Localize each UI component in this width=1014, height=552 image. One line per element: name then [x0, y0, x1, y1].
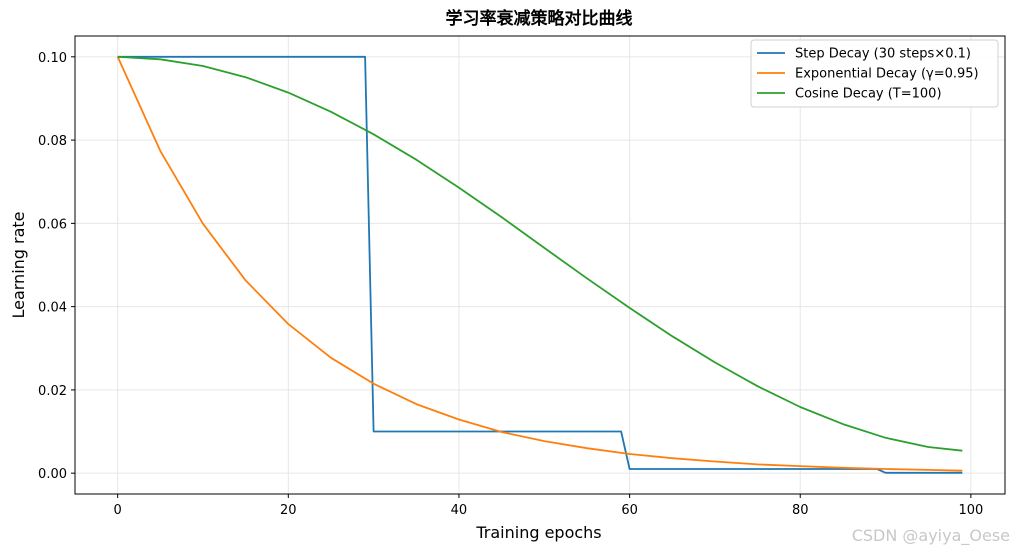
plot-frame	[74, 35, 1006, 495]
x-tick-label: 100	[958, 503, 983, 518]
legend-label: Step Decay (30 steps×0.1)	[795, 47, 971, 62]
x-axis-label: Training epochs	[475, 523, 601, 542]
series-line-1	[117, 55, 963, 474]
watermark: CSDN @ayiya_Oese	[852, 526, 1010, 546]
chart-title: 学习率衰减策略对比曲线	[446, 8, 633, 29]
y-axis: 0.00 0.02 0.04 0.06 0.08 0.10	[38, 51, 75, 482]
series-group	[116, 55, 963, 474]
y-tick-label: 0.08	[38, 134, 67, 149]
x-tick-label: 40	[451, 503, 468, 518]
y-tick-label: 0.06	[38, 217, 67, 232]
legend-label: Exponential Decay (γ=0.95)	[795, 67, 979, 82]
y-tick-label: 0.00	[38, 467, 67, 482]
x-tick-label: 0	[114, 503, 122, 518]
x-tick-label: 20	[280, 503, 297, 518]
y-tick-label: 0.02	[38, 384, 67, 399]
legend: Step Decay (30 steps×0.1) Exponential Dec…	[750, 39, 999, 108]
series-line-3	[117, 55, 963, 452]
legend-label: Cosine Decay (T=100)	[795, 87, 942, 102]
y-tick-label: 0.10	[38, 51, 67, 66]
x-tick-label: 60	[621, 503, 638, 518]
y-axis-label: Learning rate	[9, 211, 28, 318]
y-tick-label: 0.04	[38, 301, 67, 316]
x-tick-label: 80	[792, 503, 809, 518]
x-axis: 0 20 40 60 80 100	[114, 494, 983, 518]
legend-box	[750, 39, 999, 108]
series-line-2	[116, 56, 963, 472]
